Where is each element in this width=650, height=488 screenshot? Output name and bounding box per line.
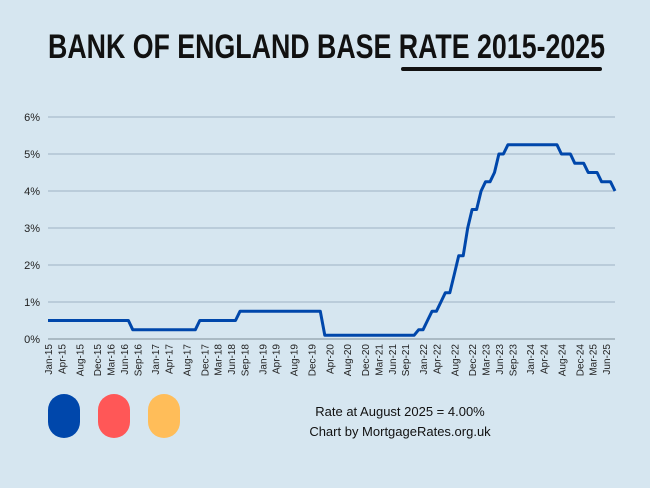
x-tick-label: Mar-16 bbox=[107, 344, 118, 376]
x-tick-label: Apr-15 bbox=[57, 344, 68, 374]
x-axis-labels: Jan-15 Apr-15 Aug-15 Dec-15 Mar-16 Jun-16 Sep-… bbox=[44, 344, 613, 377]
x-tick-label: Jun-25 bbox=[602, 344, 613, 375]
x-tick-label: Dec-20 bbox=[361, 344, 372, 377]
x-tick-label: Mar-21 bbox=[374, 344, 385, 376]
x-tick-label: Aug-24 bbox=[557, 344, 568, 377]
y-axis-labels: 0% 1% 2% 3% 4% 5% 6% bbox=[24, 112, 40, 346]
x-tick-label: Sep-21 bbox=[401, 344, 412, 377]
x-tick-label: Aug-20 bbox=[343, 344, 354, 377]
x-tick-label: Mar-25 bbox=[589, 344, 600, 376]
y-tick-label: 1% bbox=[24, 297, 40, 309]
legend-pill bbox=[148, 394, 180, 438]
x-tick-label: Dec-17 bbox=[200, 344, 211, 377]
x-tick-label: Jan-24 bbox=[526, 344, 537, 375]
x-tick-label: Aug-15 bbox=[75, 344, 86, 377]
x-tick-label: Dec-22 bbox=[468, 344, 479, 377]
x-tick-label: Mar-18 bbox=[214, 344, 225, 376]
x-tick-label: Dec-24 bbox=[575, 344, 586, 377]
x-tick-label: Aug-19 bbox=[290, 344, 301, 377]
x-tick-label: Jan-22 bbox=[419, 344, 430, 375]
legend-pill bbox=[98, 394, 130, 438]
y-tick-label: 2% bbox=[24, 260, 40, 272]
x-tick-label: Jan-15 bbox=[44, 344, 55, 375]
x-tick-label: Sep-16 bbox=[133, 344, 144, 377]
series-line-base-rate bbox=[48, 143, 617, 337]
x-tick-label: Apr-19 bbox=[272, 344, 283, 374]
x-tick-label: Aug-17 bbox=[182, 344, 193, 377]
x-tick-label: Jan-19 bbox=[258, 344, 269, 375]
x-tick-label: Aug-22 bbox=[450, 344, 461, 377]
chart-title: BANK OF ENGLAND BASE RATE 2015-2025 bbox=[48, 28, 605, 66]
legend-pills bbox=[48, 394, 180, 438]
x-tick-label: Jun-16 bbox=[120, 344, 131, 375]
x-tick-label: Sep-23 bbox=[508, 344, 519, 377]
x-tick-label: Jun-21 bbox=[388, 344, 399, 375]
x-tick-label: Apr-22 bbox=[432, 344, 443, 374]
x-tick-label: Apr-17 bbox=[165, 344, 176, 374]
x-tick-label: Jan-17 bbox=[151, 344, 162, 375]
legend-pill bbox=[48, 394, 80, 438]
y-tick-label: 4% bbox=[24, 186, 40, 198]
x-tick-label: Jun-23 bbox=[495, 344, 506, 375]
y-tick-label: 5% bbox=[24, 149, 40, 161]
x-tick-label: Apr-20 bbox=[325, 344, 336, 374]
x-tick-label: Sep-18 bbox=[240, 344, 251, 377]
gridlines bbox=[48, 116, 615, 340]
x-tick-label: Mar-23 bbox=[482, 344, 493, 376]
x-tick-label: Apr-24 bbox=[540, 344, 551, 374]
y-tick-label: 0% bbox=[24, 334, 40, 346]
x-tick-label: Dec-19 bbox=[307, 344, 318, 377]
y-tick-label: 6% bbox=[24, 112, 40, 124]
rate-note: Rate at August 2025 = 4.00% bbox=[315, 404, 485, 419]
chart-credit: Chart by MortgageRates.org.uk bbox=[309, 424, 491, 439]
y-tick-label: 3% bbox=[24, 223, 40, 235]
x-tick-label: Jun-18 bbox=[227, 344, 238, 375]
x-tick-label: Dec-15 bbox=[93, 344, 104, 377]
